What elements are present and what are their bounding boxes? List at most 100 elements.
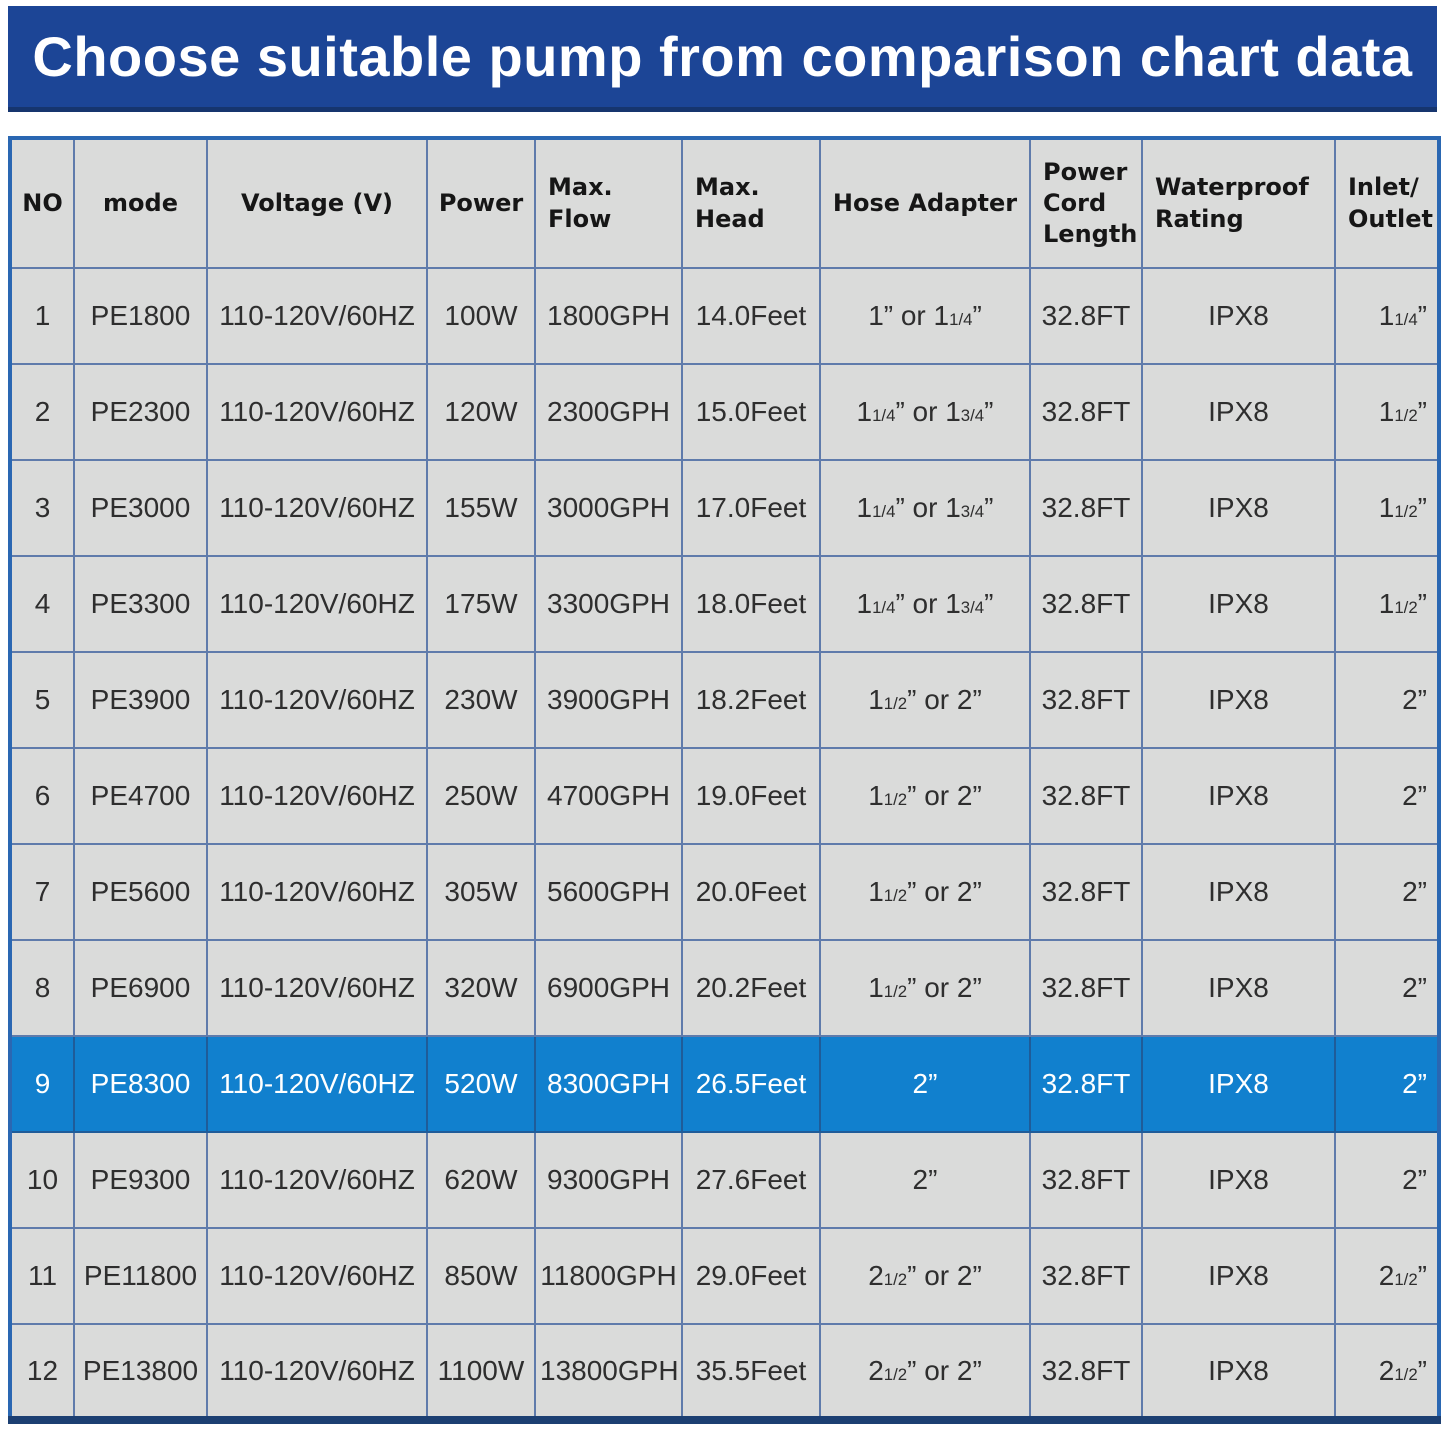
- cell-power: 1100W: [426, 1323, 536, 1421]
- cell-cord-length: 32.8FT: [1029, 555, 1143, 653]
- comparison-table: NO mode Voltage (V) Power Max. Flow Max.…: [8, 136, 1441, 1424]
- table-row: 9 PE8300 110-120V/60HZ 520W 8300GPH 26.5…: [9, 1035, 1440, 1133]
- col-header-cord-length: Power Cord Length: [1029, 137, 1143, 269]
- cell-waterproof: IPX8: [1141, 1323, 1336, 1421]
- cell-max-head: 18.2Feet: [681, 651, 821, 749]
- cell-voltage: 110-120V/60HZ: [206, 843, 428, 941]
- col-header-inlet-outlet: Inlet/ Outlet: [1334, 137, 1440, 269]
- cell-voltage: 110-120V/60HZ: [206, 1131, 428, 1229]
- cell-waterproof: IPX8: [1141, 459, 1336, 557]
- cell-power: 620W: [426, 1131, 536, 1229]
- cell-model: PE9300: [73, 1131, 208, 1229]
- cell-voltage: 110-120V/60HZ: [206, 459, 428, 557]
- cell-waterproof: IPX8: [1141, 555, 1336, 653]
- cell-cord-length: 32.8FT: [1029, 843, 1143, 941]
- cell-model: PE3300: [73, 555, 208, 653]
- table-row: 4 PE3300 110-120V/60HZ 175W 3300GPH 18.0…: [9, 555, 1440, 653]
- cell-max-head: 20.2Feet: [681, 939, 821, 1037]
- cell-hose-adapter: 1” or 11/4”: [819, 267, 1031, 365]
- cell-model: PE6900: [73, 939, 208, 1037]
- cell-hose-adapter: 11/4” or 13/4”: [819, 555, 1031, 653]
- cell-power: 520W: [426, 1035, 536, 1133]
- cell-power: 120W: [426, 363, 536, 461]
- cell-max-head: 19.0Feet: [681, 747, 821, 845]
- cell-cord-length: 32.8FT: [1029, 1323, 1143, 1421]
- cell-power: 850W: [426, 1227, 536, 1325]
- table-row: 8 PE6900 110-120V/60HZ 320W 6900GPH 20.2…: [9, 939, 1440, 1037]
- cell-power: 320W: [426, 939, 536, 1037]
- cell-inlet-outlet: 2”: [1334, 843, 1440, 941]
- cell-no: 6: [9, 747, 75, 845]
- cell-no: 9: [9, 1035, 75, 1133]
- cell-power: 250W: [426, 747, 536, 845]
- cell-waterproof: IPX8: [1141, 939, 1336, 1037]
- cell-max-head: 27.6Feet: [681, 1131, 821, 1229]
- cell-hose-adapter: 21/2” or 2”: [819, 1227, 1031, 1325]
- cell-model: PE3000: [73, 459, 208, 557]
- cell-model: PE4700: [73, 747, 208, 845]
- cell-cord-length: 32.8FT: [1029, 363, 1143, 461]
- cell-voltage: 110-120V/60HZ: [206, 651, 428, 749]
- cell-inlet-outlet: 2”: [1334, 1035, 1440, 1133]
- col-header-hose-adapter: Hose Adapter: [819, 137, 1031, 269]
- cell-no: 10: [9, 1131, 75, 1229]
- cell-hose-adapter: 11/2” or 2”: [819, 651, 1031, 749]
- table-body: 1 PE1800 110-120V/60HZ 100W 1800GPH 14.0…: [9, 267, 1440, 1421]
- cell-max-flow: 1800GPH: [534, 267, 683, 365]
- cell-model: PE1800: [73, 267, 208, 365]
- cell-max-head: 35.5Feet: [681, 1323, 821, 1421]
- cell-inlet-outlet: 11/4”: [1334, 267, 1440, 365]
- col-header-max-flow: Max. Flow: [534, 137, 683, 269]
- cell-cord-length: 32.8FT: [1029, 1227, 1143, 1325]
- cell-max-head: 26.5Feet: [681, 1035, 821, 1133]
- cell-voltage: 110-120V/60HZ: [206, 555, 428, 653]
- cell-waterproof: IPX8: [1141, 651, 1336, 749]
- cell-inlet-outlet: 2”: [1334, 747, 1440, 845]
- cell-max-flow: 6900GPH: [534, 939, 683, 1037]
- table-header-row: NO mode Voltage (V) Power Max. Flow Max.…: [9, 137, 1440, 269]
- cell-max-flow: 5600GPH: [534, 843, 683, 941]
- cell-model: PE3900: [73, 651, 208, 749]
- cell-hose-adapter: 2”: [819, 1131, 1031, 1229]
- cell-hose-adapter: 21/2” or 2”: [819, 1323, 1031, 1421]
- cell-max-head: 15.0Feet: [681, 363, 821, 461]
- title-banner: Choose suitable pump from comparison cha…: [8, 6, 1437, 112]
- cell-hose-adapter: 2”: [819, 1035, 1031, 1133]
- table-row: 1 PE1800 110-120V/60HZ 100W 1800GPH 14.0…: [9, 267, 1440, 365]
- cell-model: PE8300: [73, 1035, 208, 1133]
- col-header-no: NO: [9, 137, 75, 269]
- cell-no: 4: [9, 555, 75, 653]
- cell-hose-adapter: 11/4” or 13/4”: [819, 459, 1031, 557]
- cell-voltage: 110-120V/60HZ: [206, 747, 428, 845]
- cell-cord-length: 32.8FT: [1029, 267, 1143, 365]
- cell-max-flow: 9300GPH: [534, 1131, 683, 1229]
- cell-power: 100W: [426, 267, 536, 365]
- cell-max-flow: 3300GPH: [534, 555, 683, 653]
- table-row: 6 PE4700 110-120V/60HZ 250W 4700GPH 19.0…: [9, 747, 1440, 845]
- cell-model: PE5600: [73, 843, 208, 941]
- cell-inlet-outlet: 2”: [1334, 1131, 1440, 1229]
- cell-max-head: 14.0Feet: [681, 267, 821, 365]
- cell-waterproof: IPX8: [1141, 267, 1336, 365]
- table-row: 11 PE11800 110-120V/60HZ 850W 11800GPH 2…: [9, 1227, 1440, 1325]
- col-header-waterproof: Waterproof Rating: [1141, 137, 1336, 269]
- cell-max-flow: 4700GPH: [534, 747, 683, 845]
- cell-max-flow: 13800GPH: [534, 1323, 683, 1421]
- cell-power: 230W: [426, 651, 536, 749]
- cell-voltage: 110-120V/60HZ: [206, 939, 428, 1037]
- cell-hose-adapter: 11/2” or 2”: [819, 843, 1031, 941]
- cell-hose-adapter: 11/2” or 2”: [819, 747, 1031, 845]
- col-header-power: Power: [426, 137, 536, 269]
- table-row: 12 PE13800 110-120V/60HZ 1100W 13800GPH …: [9, 1323, 1440, 1421]
- cell-max-head: 17.0Feet: [681, 459, 821, 557]
- cell-max-head: 18.0Feet: [681, 555, 821, 653]
- cell-model: PE13800: [73, 1323, 208, 1421]
- table-row: 7 PE5600 110-120V/60HZ 305W 5600GPH 20.0…: [9, 843, 1440, 941]
- cell-waterproof: IPX8: [1141, 747, 1336, 845]
- cell-inlet-outlet: 2”: [1334, 651, 1440, 749]
- cell-max-head: 20.0Feet: [681, 843, 821, 941]
- col-header-max-head: Max. Head: [681, 137, 821, 269]
- table-row: 5 PE3900 110-120V/60HZ 230W 3900GPH 18.2…: [9, 651, 1440, 749]
- cell-max-flow: 3000GPH: [534, 459, 683, 557]
- cell-max-flow: 3900GPH: [534, 651, 683, 749]
